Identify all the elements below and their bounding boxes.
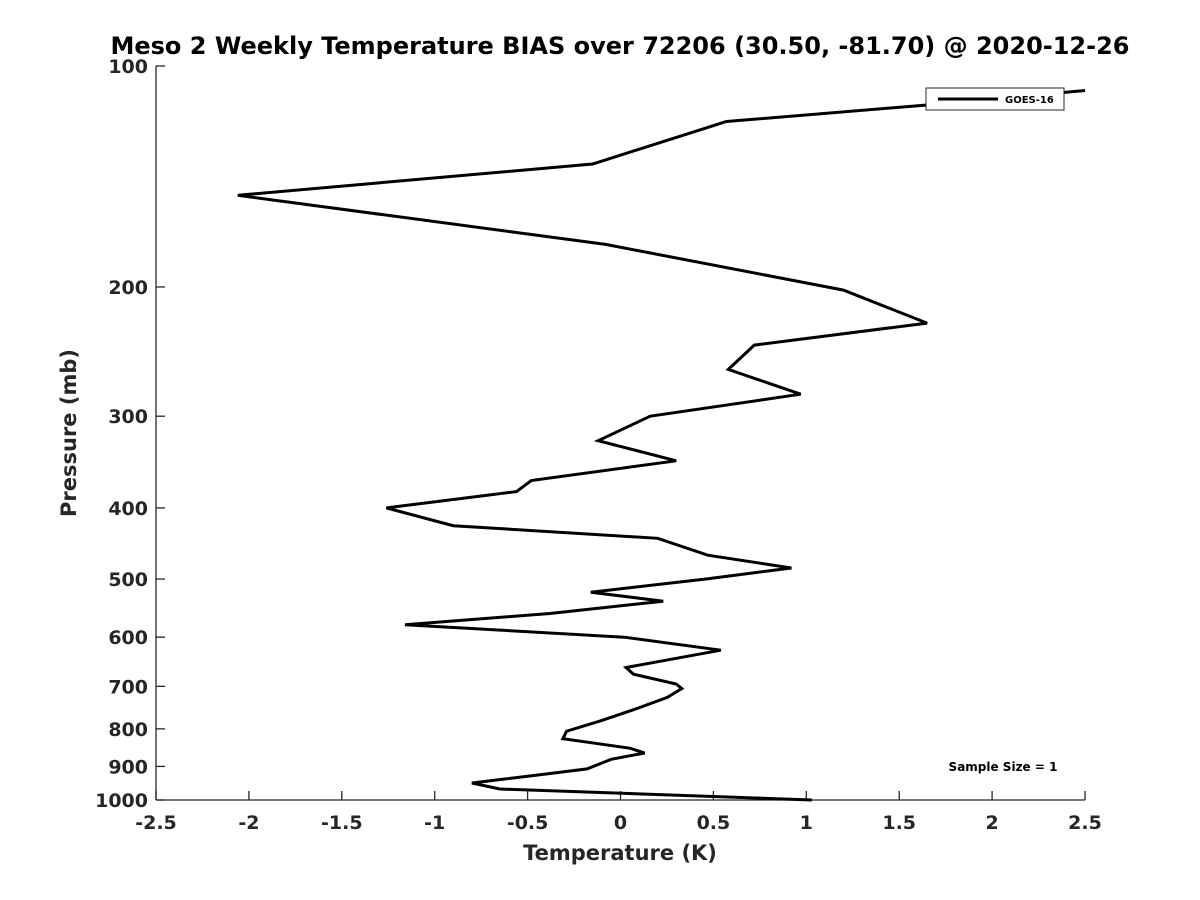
x-tick-label: -2 <box>238 812 259 834</box>
x-tick-label: 2.5 <box>1068 812 1102 834</box>
y-tick-label: 900 <box>108 756 148 778</box>
x-tick-label: -2.5 <box>135 812 177 834</box>
sample-size-annotation: Sample Size = 1 <box>949 760 1058 774</box>
y-tick-label: 500 <box>108 569 148 591</box>
legend-label-goes-16: GOES-16 <box>1005 95 1054 106</box>
x-axis-label: Temperature (K) <box>523 841 717 865</box>
y-tick-label: 800 <box>108 719 148 741</box>
x-tick-label: -0.5 <box>507 812 549 834</box>
y-tick-label: 600 <box>108 627 148 649</box>
chart-title: Meso 2 Weekly Temperature BIAS over 7220… <box>110 32 1129 60</box>
x-ticks: -2.5 -2 -1.5 -1 -0.5 0 0.5 1 1.5 2 2.5 <box>135 791 1102 834</box>
x-tick-label: -1.5 <box>321 812 363 834</box>
y-tick-label: 400 <box>108 498 148 520</box>
y-tick-label: 200 <box>108 277 148 299</box>
x-tick-label: 1 <box>800 812 813 834</box>
y-tick-label: 100 <box>108 56 148 78</box>
y-tick-label: 1000 <box>95 790 148 812</box>
y-tick-label: 700 <box>108 676 148 698</box>
y-tick-label: 300 <box>108 406 148 428</box>
y-ticks: 100 200 300 400 500 600 700 800 900 1000 <box>95 56 165 812</box>
x-tick-label: 0 <box>614 812 627 834</box>
series-group <box>237 89 1086 802</box>
x-tick-label: -1 <box>424 812 445 834</box>
y-axis-label: Pressure (mb) <box>57 349 81 517</box>
x-tick-label: 1.5 <box>882 812 916 834</box>
legend: GOES-16 <box>925 87 1065 111</box>
x-tick-label: 2 <box>985 812 998 834</box>
series-line-goes-16 <box>237 89 1086 802</box>
x-tick-label: 0.5 <box>697 812 731 834</box>
